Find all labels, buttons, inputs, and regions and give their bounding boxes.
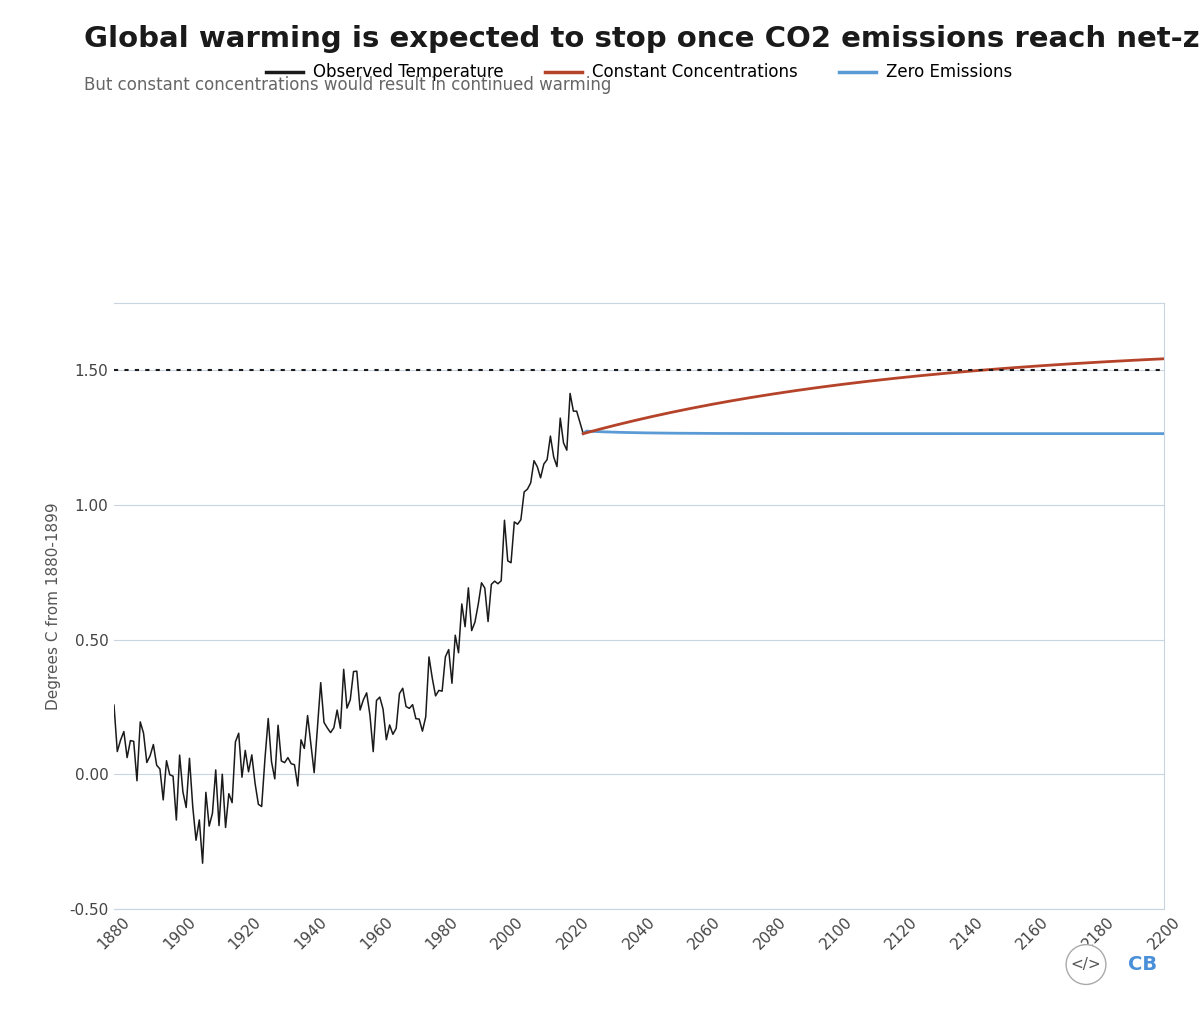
- Text: But constant concentrations would result in continued warming: But constant concentrations would result…: [84, 76, 611, 94]
- Text: CB: CB: [1128, 955, 1157, 974]
- Y-axis label: Degrees C from 1880-1899: Degrees C from 1880-1899: [46, 502, 61, 710]
- Text: Global warming is expected to stop once CO2 emissions reach net-zero: Global warming is expected to stop once …: [84, 25, 1200, 54]
- Text: </>: </>: [1070, 957, 1102, 972]
- Legend: Observed Temperature, Constant Concentrations, Zero Emissions: Observed Temperature, Constant Concentra…: [259, 57, 1019, 88]
